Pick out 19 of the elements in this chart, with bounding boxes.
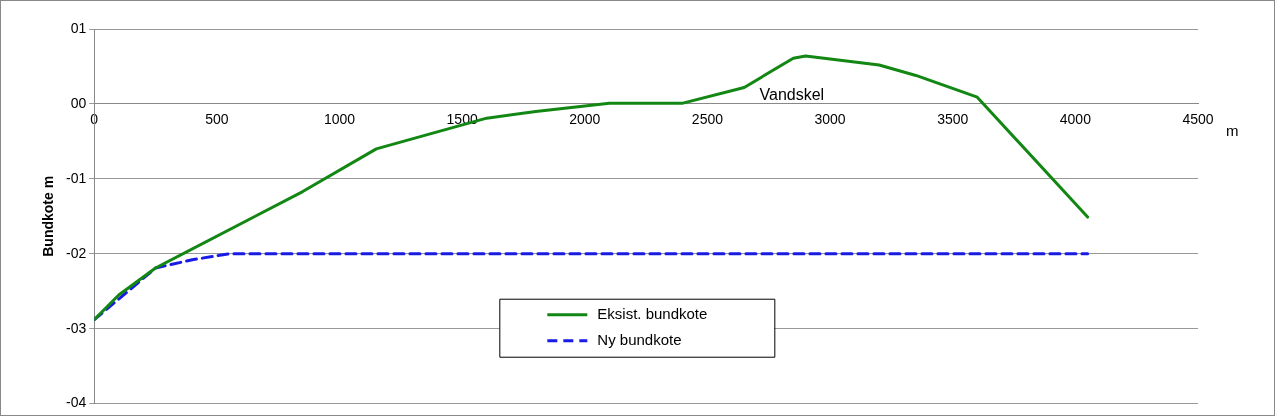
y-tick-label: 01 bbox=[70, 19, 87, 36]
y-tick-label: 00 bbox=[70, 94, 87, 111]
x-tick-label: 3000 bbox=[814, 111, 846, 128]
x-axis-title: m bbox=[1226, 121, 1239, 139]
y-tick-label: -01 bbox=[66, 169, 87, 186]
x-tick-label: 4500 bbox=[1182, 111, 1214, 128]
legend-label: Eksist. bundkote bbox=[597, 304, 708, 322]
x-tick-label: 2000 bbox=[569, 111, 601, 128]
x-tick-label: 1000 bbox=[323, 111, 356, 128]
x-tick-label: 3500 bbox=[937, 111, 969, 128]
x-tick-label: 500 bbox=[205, 111, 229, 128]
y-tick-label: -03 bbox=[66, 319, 87, 336]
annotation: Vandskel bbox=[759, 86, 825, 104]
y-tick-label: -04 bbox=[66, 394, 87, 411]
x-tick-label: 2500 bbox=[691, 111, 724, 128]
legend-label: Ny bundkote bbox=[597, 330, 682, 348]
y-axis-title: Bundkote m bbox=[39, 175, 56, 257]
y-tick-label: -02 bbox=[66, 244, 87, 261]
x-tick-label: 4000 bbox=[1059, 111, 1092, 128]
